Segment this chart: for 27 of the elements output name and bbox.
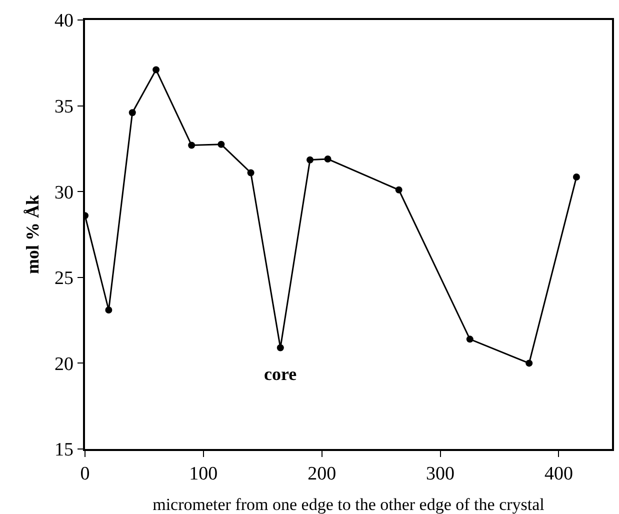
point — [188, 142, 196, 149]
x-tick-label: 100 — [189, 464, 218, 485]
point — [572, 174, 580, 181]
x-axis-title: micrometer from one edge to the other edge of the crystal — [152, 495, 545, 514]
annotation: core — [264, 364, 297, 384]
point — [466, 336, 474, 343]
y-tick-label: 30 — [54, 182, 74, 204]
x-tick-label: 400 — [544, 464, 573, 485]
point — [324, 156, 332, 162]
point — [526, 360, 533, 367]
point — [128, 109, 136, 116]
x-tick-label: 0 — [80, 464, 90, 485]
point — [395, 186, 402, 194]
y-tick-label: 40 — [54, 10, 74, 32]
y-axis-title: mol % Åk — [22, 194, 42, 274]
point — [276, 344, 284, 352]
y-tick-label: 25 — [54, 268, 74, 290]
point — [218, 140, 225, 148]
point — [306, 156, 314, 164]
y-tick-label: 15 — [54, 440, 74, 461]
x-tick-label: 200 — [308, 464, 336, 485]
point — [247, 169, 254, 176]
y-tick-label: 35 — [54, 96, 74, 118]
x-tick-label: 300 — [426, 464, 455, 485]
point — [152, 66, 160, 74]
y-tick-label: 20 — [54, 354, 74, 375]
point — [105, 306, 112, 314]
